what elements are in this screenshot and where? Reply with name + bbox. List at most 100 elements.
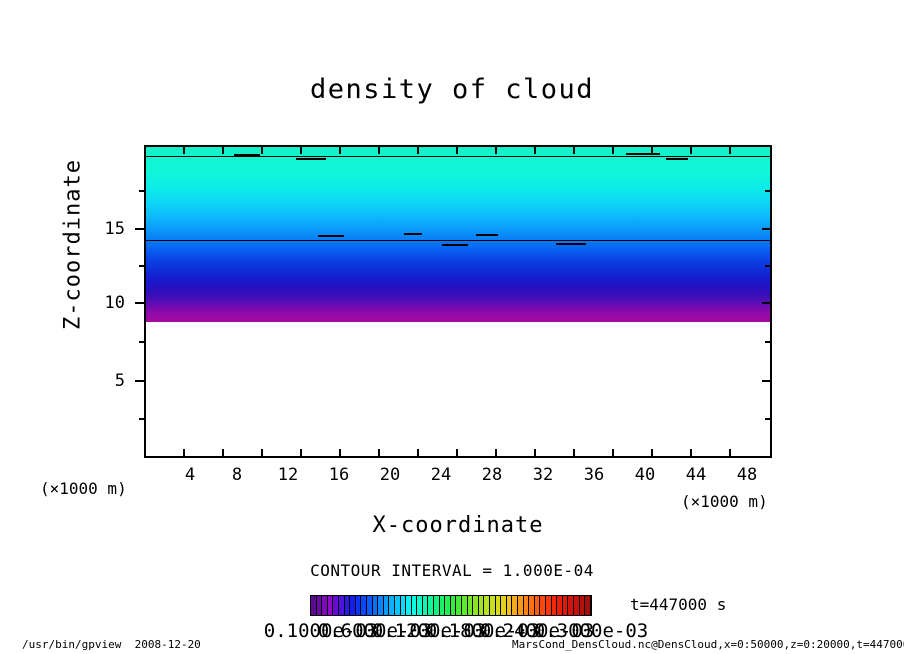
tick-top [456, 145, 458, 154]
x-tick-label: 24 [430, 465, 452, 485]
tick-right [762, 380, 772, 382]
contour-jitter [318, 235, 344, 237]
field-notch [352, 452, 394, 456]
field-notch [564, 453, 572, 456]
field-notch [644, 451, 674, 456]
page-title: density of cloud [309, 74, 595, 105]
x-tick-label: 28 [481, 465, 503, 485]
colorbar-swatch [523, 596, 530, 615]
field-notch [712, 452, 730, 456]
tick-left [139, 341, 146, 343]
x-tick-label: 8 [231, 465, 243, 485]
colorbar-swatch [311, 596, 317, 615]
colorbar-swatch [422, 596, 429, 615]
x-tick-label: 16 [328, 465, 350, 485]
tick-bottom [183, 449, 185, 458]
tick-bottom [417, 449, 419, 458]
colorbar-tick-label: 0.3000e-03 [533, 620, 649, 642]
colorbar [310, 595, 592, 616]
tick-right [765, 265, 772, 267]
colorbar-tick-label: 0.2400e-03 [479, 620, 595, 642]
y-tick-label: 10 [104, 293, 125, 313]
tick-bottom [378, 449, 380, 458]
contour-jitter [666, 158, 688, 160]
field-notch [494, 453, 500, 456]
colorbar-swatch [478, 596, 485, 615]
field-notch [322, 453, 328, 456]
colorbar-swatch [473, 596, 479, 615]
colorbar-swatch [378, 596, 384, 615]
tick-top [261, 145, 263, 154]
footer-dataset: MarsCond_DensCloud.nc@DensCloud,x=0:5000… [512, 638, 904, 651]
field-notch [620, 453, 626, 456]
tick-top [612, 145, 614, 154]
tick-bottom [651, 449, 653, 458]
tick-bottom [222, 449, 224, 458]
tick-top [651, 145, 653, 154]
tick-bottom [339, 449, 341, 458]
tick-left [135, 302, 146, 304]
colorbar-swatch [383, 596, 390, 615]
colorbar-swatch [490, 596, 496, 615]
colorbar-swatch [322, 596, 328, 615]
contour-line-mid [146, 240, 770, 241]
colorbar-swatch [540, 596, 546, 615]
x-tick-label: 44 [685, 465, 707, 485]
colorbar-swatch [501, 596, 507, 615]
contour-jitter [626, 153, 660, 155]
field-notch [150, 452, 164, 456]
contour-jitter [476, 234, 498, 236]
tick-left [135, 228, 146, 230]
colorbar-swatch [517, 596, 524, 615]
x-tick-label: 4 [184, 465, 196, 485]
colorbar-swatch [389, 596, 395, 615]
colorbar-swatch [400, 596, 407, 615]
colorbar-tick-label: 0.6000e-03 [317, 620, 433, 642]
colorbar-swatch [361, 596, 367, 615]
colorbar-swatch [355, 596, 362, 615]
tick-bottom [300, 449, 302, 458]
colorbar-swatch [462, 596, 468, 615]
colorbar-swatch [573, 596, 580, 615]
contour-line-upper [146, 156, 770, 157]
colorbar-swatch [327, 596, 334, 615]
x-tick-label: 40 [634, 465, 656, 485]
tick-left [135, 380, 146, 382]
colorbar-swatch [406, 596, 412, 615]
colorbar-swatch [316, 596, 323, 615]
field-notch [760, 453, 768, 456]
colorbar-swatch [551, 596, 558, 615]
y-axis-title: Z-coordinate [60, 159, 86, 330]
footer-command: /usr/bin/gpview 2008-12-20 [22, 638, 201, 651]
colorbar-swatch [439, 596, 446, 615]
colorbar-swatch [428, 596, 435, 615]
colorbar-tick-label: 0.1800e-03 [425, 620, 541, 642]
colorbar-swatch [333, 596, 339, 615]
tick-left [139, 265, 146, 267]
tick-bottom [612, 449, 614, 458]
colorbar-swatch [417, 596, 423, 615]
colorbar-swatch [545, 596, 552, 615]
colorbar-swatch [534, 596, 541, 615]
x-tick-label: 12 [277, 465, 299, 485]
x-tick-label: 32 [532, 465, 554, 485]
field-notch [430, 453, 436, 456]
tick-left [139, 418, 146, 420]
time-label: t=447000 s [630, 595, 727, 614]
tick-right [762, 302, 772, 304]
colorbar-swatch [467, 596, 474, 615]
colorbar-swatch [585, 596, 591, 615]
contour-jitter [556, 243, 586, 245]
tick-top [417, 145, 419, 154]
colorbar-tick-label: 0.1000e-03 [263, 620, 379, 642]
tick-bottom [534, 449, 536, 458]
x-tick-label: 20 [379, 465, 401, 485]
tick-top [729, 145, 731, 154]
colorbar-swatch [372, 596, 379, 615]
field-notch [458, 452, 474, 456]
tick-top [222, 145, 224, 154]
field-notch [526, 452, 548, 456]
plot-area [144, 145, 772, 458]
tick-left [139, 190, 146, 192]
